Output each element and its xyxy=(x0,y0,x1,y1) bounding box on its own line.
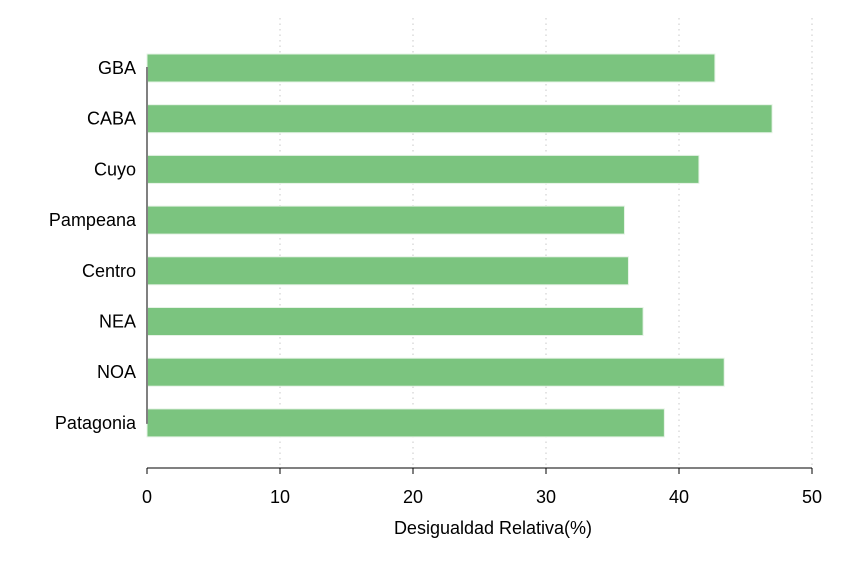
bars xyxy=(146,53,773,438)
bar-gba xyxy=(146,53,716,83)
category-label-centro: Centro xyxy=(82,261,136,281)
bar-cuyo xyxy=(146,154,700,184)
category-label-noa: NOA xyxy=(97,362,136,382)
y-axis: GBA CABA Cuyo Pampeana Centro NEA NOA Patagonia xyxy=(49,58,148,433)
x-axis: 0 10 20 30 40 50 xyxy=(142,467,822,507)
x-tick-label-30: 30 xyxy=(536,487,556,507)
category-label-gba: GBA xyxy=(98,58,136,78)
x-axis-title: Desigualdad Relativa(%) xyxy=(394,518,592,538)
bar-nea xyxy=(146,307,644,336)
grid-lines xyxy=(279,18,813,468)
bar-centro xyxy=(146,256,629,286)
x-tick-label-40: 40 xyxy=(669,487,689,507)
bar-caba xyxy=(146,104,773,134)
category-label-cuyo: Cuyo xyxy=(94,159,136,179)
bar-noa xyxy=(146,357,725,387)
category-label-nea: NEA xyxy=(99,312,136,332)
bar-patagonia xyxy=(146,408,665,438)
x-tick-label-50: 50 xyxy=(802,487,822,507)
x-tick-label-20: 20 xyxy=(403,487,423,507)
x-tick-label-10: 10 xyxy=(270,487,290,507)
category-label-pampeana: Pampeana xyxy=(49,210,137,230)
x-tick-label-0: 0 xyxy=(142,487,152,507)
bar-pampeana xyxy=(146,205,625,235)
category-label-caba: CABA xyxy=(87,109,136,129)
category-label-patagonia: Patagonia xyxy=(55,413,137,433)
